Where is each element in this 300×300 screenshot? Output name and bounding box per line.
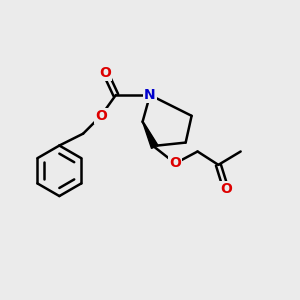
Text: O: O: [169, 156, 181, 170]
Text: N: N: [144, 88, 156, 102]
Text: O: O: [220, 182, 232, 196]
Text: O: O: [100, 66, 111, 80]
Text: O: O: [95, 109, 107, 123]
Polygon shape: [142, 122, 158, 148]
